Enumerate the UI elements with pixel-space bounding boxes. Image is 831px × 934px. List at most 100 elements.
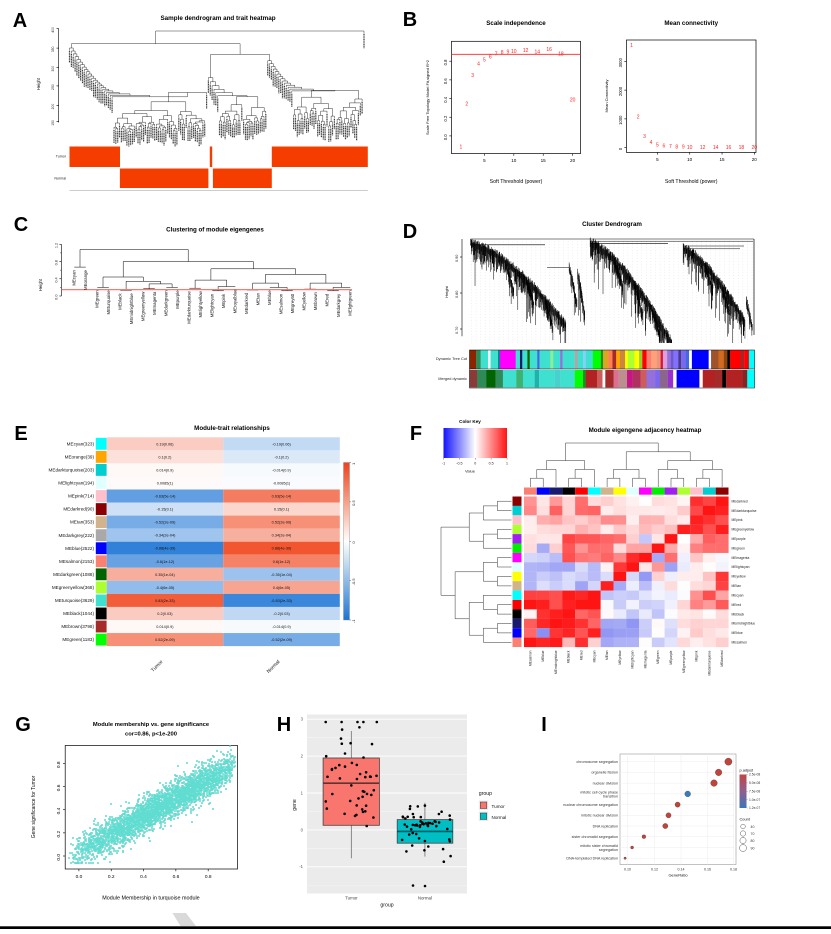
svg-text:1.2: 1.2 xyxy=(54,243,58,248)
svg-text:MEred: MEred xyxy=(325,293,330,306)
svg-text:0.8: 0.8 xyxy=(56,761,62,768)
svg-text:12: 12 xyxy=(700,145,706,151)
svg-text:14: 14 xyxy=(535,49,541,55)
svg-text:Soft Threshold (power): Soft Threshold (power) xyxy=(490,179,543,185)
svg-text:G: G xyxy=(15,714,31,736)
svg-text:-0.88(4e-39): -0.88(4e-39) xyxy=(154,547,176,551)
svg-text:MEdarkturquoise: MEdarkturquoise xyxy=(732,509,757,513)
svg-text:MEmagenta: MEmagenta xyxy=(643,650,647,668)
svg-text:MEblue: MEblue xyxy=(541,650,545,661)
svg-text:MEdarkturquoise: MEdarkturquoise xyxy=(187,291,192,324)
svg-text:8: 8 xyxy=(501,50,504,56)
svg-text:10: 10 xyxy=(511,49,517,55)
svg-text:MEorange(39): MEorange(39) xyxy=(65,455,95,460)
svg-text:0.0: 0.0 xyxy=(76,874,83,880)
svg-text:MEcyan: MEcyan xyxy=(592,650,596,662)
svg-text:7: 7 xyxy=(495,52,498,58)
svg-text:MEsalmon: MEsalmon xyxy=(279,293,284,314)
svg-text:6: 6 xyxy=(489,55,492,61)
svg-text:Soft Threshold (power): Soft Threshold (power) xyxy=(665,179,718,185)
svg-text:Cluster Dendrogram: Cluster Dendrogram xyxy=(582,221,642,228)
svg-text:nuclear chromosome segregation: nuclear chromosome segregation xyxy=(563,803,618,807)
svg-text:20: 20 xyxy=(570,158,576,163)
svg-text:chromosome segregation: chromosome segregation xyxy=(576,760,618,764)
svg-text:0.16: 0.16 xyxy=(704,868,711,872)
svg-text:MEbrown: MEbrown xyxy=(313,292,318,311)
svg-text:C: C xyxy=(14,214,28,236)
svg-text:MEpurple: MEpurple xyxy=(732,537,746,541)
svg-text:Height: Height xyxy=(444,285,449,297)
svg-text:Height: Height xyxy=(38,278,43,291)
svg-text:MEdarkred: MEdarkred xyxy=(244,292,249,314)
svg-text:MEmidnightblue: MEmidnightblue xyxy=(554,650,558,674)
svg-text:0.2: 0.2 xyxy=(108,874,115,880)
svg-text:MEcyan(323): MEcyan(323) xyxy=(67,441,95,446)
svg-text:16: 16 xyxy=(546,47,552,53)
svg-text:MEdarkgreen(1088): MEdarkgreen(1088) xyxy=(53,572,94,577)
svg-text:MEpink: MEpink xyxy=(221,293,226,308)
svg-text:10: 10 xyxy=(687,145,693,151)
svg-text:9: 9 xyxy=(682,145,685,151)
svg-text:20: 20 xyxy=(752,145,758,151)
svg-text:3000: 3000 xyxy=(618,57,623,67)
svg-text:0.2: 0.2 xyxy=(443,115,448,121)
svg-text:MEblack: MEblack xyxy=(567,650,571,663)
svg-text:3: 3 xyxy=(301,717,304,722)
svg-text:MEblack: MEblack xyxy=(732,612,745,616)
svg-text:MEgreen(1183): MEgreen(1183) xyxy=(62,637,94,642)
svg-text:MEgreen: MEgreen xyxy=(95,290,100,308)
svg-text:1: 1 xyxy=(301,790,304,795)
svg-text:0.83(2e-33): 0.83(2e-33) xyxy=(155,599,175,603)
svg-text:9: 9 xyxy=(507,49,510,55)
svg-text:-0.014(0.9): -0.014(0.9) xyxy=(272,625,291,629)
svg-text:0.8: 0.8 xyxy=(54,260,58,265)
svg-text:-0.35(1e-04): -0.35(1e-04) xyxy=(271,573,293,577)
svg-text:Mean Connectivity: Mean Connectivity xyxy=(604,80,609,113)
svg-text:0: 0 xyxy=(474,462,476,466)
svg-text:0.6(1e-12): 0.6(1e-12) xyxy=(273,560,291,564)
svg-text:1000: 1000 xyxy=(618,115,623,125)
svg-text:Scale Free Topology Model Fit,: Scale Free Topology Model Fit,signed R^2 xyxy=(425,59,430,135)
svg-text:Height: Height xyxy=(36,77,41,90)
svg-text:gene: gene xyxy=(292,799,298,811)
svg-text:0.88(4e-39): 0.88(4e-39) xyxy=(272,547,292,551)
svg-text:p.adjust: p.adjust xyxy=(740,768,755,773)
svg-text:0.8: 0.8 xyxy=(205,874,212,880)
svg-text:8: 8 xyxy=(675,145,678,151)
svg-text:Module eigengene adjacency hea: Module eigengene adjacency heatmap xyxy=(589,427,702,434)
svg-text:B: B xyxy=(403,9,417,31)
svg-text:Normal: Normal xyxy=(54,177,66,181)
svg-text:MEdarkgrey(222): MEdarkgrey(222) xyxy=(59,533,95,538)
svg-text:0.4: 0.4 xyxy=(56,807,62,814)
svg-text:0.35(1e-04): 0.35(1e-04) xyxy=(155,573,175,577)
svg-text:MEsalmon: MEsalmon xyxy=(528,650,532,666)
svg-text:Normal: Normal xyxy=(492,815,507,820)
svg-text:4: 4 xyxy=(477,62,480,68)
svg-text:0.014(0.9): 0.014(0.9) xyxy=(156,625,174,629)
svg-text:nuclear division: nuclear division xyxy=(593,781,618,785)
svg-text:1: 1 xyxy=(630,43,633,49)
svg-text:group: group xyxy=(380,903,393,909)
svg-text:MEpurple: MEpurple xyxy=(669,650,673,664)
svg-text:transition: transition xyxy=(603,794,618,798)
svg-text:MEred: MEred xyxy=(580,650,584,660)
svg-text:-0.014(0.9): -0.014(0.9) xyxy=(272,468,291,472)
svg-text:MElightcyan: MElightcyan xyxy=(210,293,215,317)
svg-text:Gene significance for Tumor: Gene significance for Tumor xyxy=(31,775,37,838)
svg-text:1: 1 xyxy=(351,462,356,465)
svg-text:2: 2 xyxy=(301,754,304,759)
svg-text:0: 0 xyxy=(301,827,304,832)
svg-text:-0.5: -0.5 xyxy=(456,462,462,466)
svg-text:MEgrey60: MEgrey60 xyxy=(290,293,295,313)
svg-text:14: 14 xyxy=(713,145,719,151)
svg-text:5: 5 xyxy=(656,143,659,149)
svg-text:H: H xyxy=(277,714,291,736)
svg-text:E: E xyxy=(14,423,27,445)
svg-text:MEyellow: MEyellow xyxy=(732,575,747,579)
svg-text:2: 2 xyxy=(637,114,640,120)
svg-text:MEmidnightblue: MEmidnightblue xyxy=(129,293,134,324)
svg-text:MEcyan: MEcyan xyxy=(72,270,77,286)
svg-text:0.19(0.06): 0.19(0.06) xyxy=(156,442,174,446)
svg-text:0.014(0.9): 0.014(0.9) xyxy=(156,468,174,472)
svg-text:2: 2 xyxy=(465,102,468,108)
